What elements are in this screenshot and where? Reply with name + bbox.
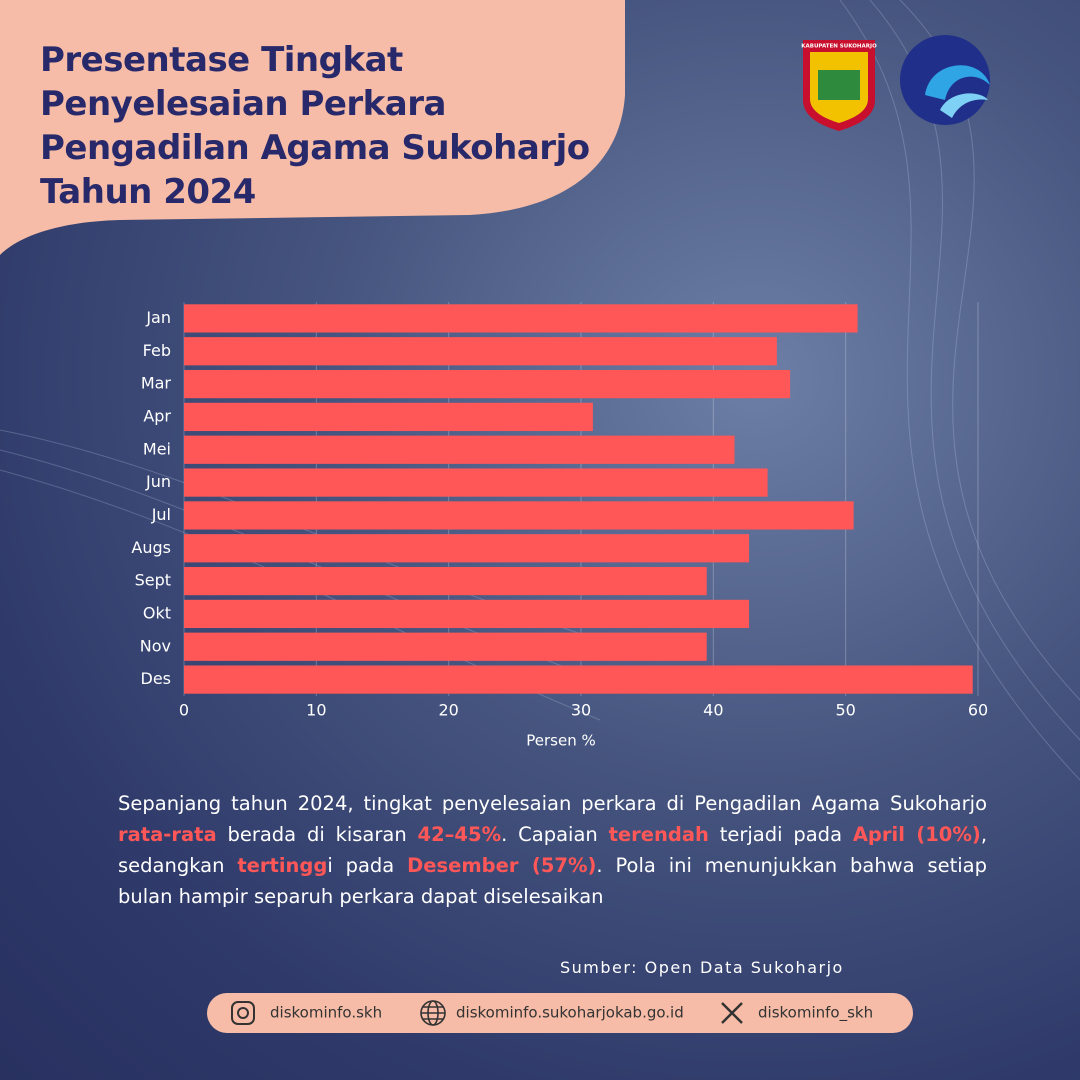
y-tick-label: Des [141, 669, 172, 688]
emphasis-text: terendah [608, 823, 709, 846]
bar [184, 435, 735, 464]
bar [184, 468, 768, 497]
logo-shield: KABUPATEN SUKOHARJO [801, 40, 877, 131]
body-text: terjadi pada [708, 823, 853, 846]
bar [184, 337, 777, 366]
logo-kominfo [900, 35, 990, 125]
emphasis-text: Desember (57%) [407, 854, 597, 877]
body-text: . Capaian [501, 823, 609, 846]
emphasis-text: tertingg [237, 854, 328, 877]
body-text: Sepanjang tahun 2024, tingkat penyelesai… [118, 792, 987, 815]
y-tick-label: Sept [135, 571, 171, 590]
bar [184, 501, 854, 530]
bar [184, 566, 707, 596]
y-tick-label: Nov [140, 636, 171, 655]
y-tick-label: Apr [143, 406, 171, 425]
bar [184, 534, 750, 563]
bar [184, 599, 750, 629]
title: Presentase Tingkat Penyelesaian Perkara … [40, 40, 590, 212]
bar [184, 304, 858, 333]
x-axis-label: Persen % [526, 732, 595, 750]
bar [184, 369, 791, 399]
x-tick-label: 60 [968, 701, 988, 720]
body-text: berada di kisaran [216, 823, 418, 846]
bar [184, 665, 973, 694]
title-panel [0, 0, 625, 255]
y-tick-label: Feb [143, 341, 171, 360]
source: Sumber: Open Data Sukoharjo [560, 958, 844, 977]
x-tick-label: 20 [438, 701, 458, 720]
description: Sepanjang tahun 2024, tingkat penyelesai… [118, 788, 987, 912]
body-text: , sedangkan [118, 823, 988, 877]
body-text: i pada [327, 854, 408, 877]
logo-text: KABUPATEN SUKOHARJO [801, 44, 877, 50]
emphasis-text: April (10%) [852, 823, 981, 846]
emphasis-text: rata-rata [118, 823, 217, 846]
x-tick-label: 10 [306, 701, 326, 720]
emphasis-text: 42–45% [417, 823, 502, 846]
bar [184, 402, 593, 432]
x-tick-label: 40 [703, 701, 723, 720]
y-tick-label: Mei [143, 439, 171, 458]
y-tick-label: Jan [145, 308, 171, 327]
y-tick-label: Augs [131, 538, 171, 557]
y-tick-label: Jul [151, 505, 171, 524]
x-tick-label: 0 [179, 701, 189, 720]
y-tick-label: Mar [141, 374, 172, 393]
x-tick-label: 30 [571, 701, 591, 720]
y-tick-label: Okt [143, 603, 171, 622]
y-tick-label: Jun [145, 472, 171, 491]
x-tick-label: 50 [835, 701, 855, 720]
bar [184, 632, 707, 661]
body-text: . Pola ini menunjukkan bahwa setiap bula… [118, 854, 987, 908]
